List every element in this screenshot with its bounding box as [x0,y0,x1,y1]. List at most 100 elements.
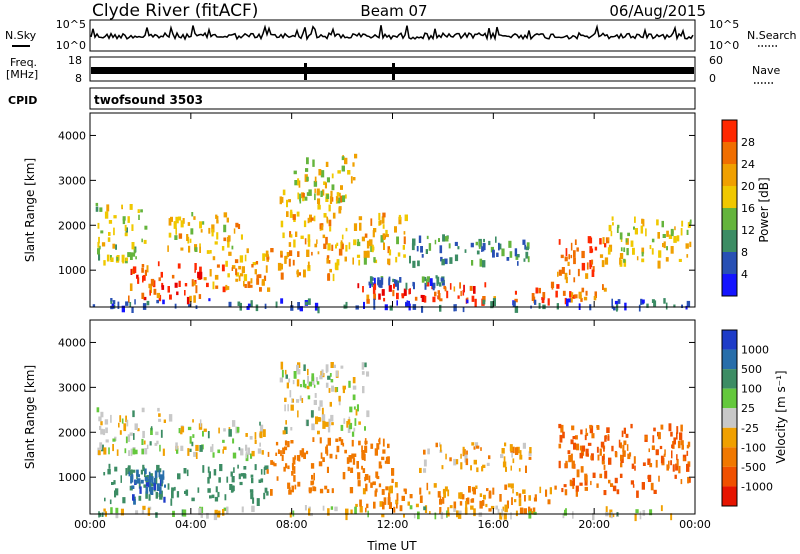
heatmap-cell-12 [188,304,191,308]
heatmap-cell-3 [259,421,261,426]
heatmap-cell-0 [101,444,104,452]
heatmap-cell-5 [325,365,328,374]
heatmap-cell-12 [673,304,676,308]
heatmap-cell-4 [382,449,386,454]
freq-label-line2: [MHz] [6,68,38,81]
heatmap-cell-12 [92,304,96,308]
heatmap-cell-8 [424,283,427,290]
heatmap-cell-8 [377,280,381,286]
heatmap-cell-8 [687,476,690,484]
heatmap-cell-10 [571,292,574,297]
x-tick-label: 12:00 [377,518,409,531]
heatmap-cell-2 [244,284,247,288]
heatmap-cell-7 [465,458,469,466]
heatmap-cell-3 [237,224,241,229]
heatmap-cell-8 [570,453,573,461]
heatmap-cell-5 [364,426,366,431]
heatmap-cell-12 [255,304,259,312]
heatmap-cell-6 [459,501,463,506]
heatmap-cell-12 [290,305,294,311]
power-heatmap-cells [92,153,692,314]
heatmap-cell-10 [591,259,594,265]
heatmap-cell-7 [555,290,558,298]
heatmap-cell-5 [348,380,351,388]
heatmap-cell-5 [313,399,317,405]
heatmap-cell-1 [143,484,147,488]
heatmap-cell-0 [125,415,127,423]
heatmap-cell-1 [148,494,151,501]
heatmap-cell-9 [120,508,124,516]
heatmap-cell-0 [110,257,114,262]
heatmap-cell-9 [439,245,443,254]
cpid-value: twofsound 3503 [94,93,203,107]
heatmap-cell-8 [674,474,677,479]
heatmap-cell-7 [480,447,482,451]
heatmap-cell-6 [379,501,383,507]
heatmap-cell-2 [265,265,268,273]
heatmap-cell-1 [142,464,145,470]
heatmap-cell-6 [518,493,522,498]
heatmap-cell-1 [177,263,181,269]
heatmap-cell-6 [547,499,551,505]
heatmap-cell-4 [368,475,371,483]
heatmap-cell-10 [560,254,564,259]
heatmap-cell-8 [388,276,391,282]
heatmap-cell-9 [517,261,519,266]
heatmap-cell-6 [549,487,552,495]
heatmap-cell-12 [237,301,241,306]
heatmap-cell-11 [636,256,639,261]
heatmap-cell-5 [306,385,310,390]
heatmap-cell-1 [149,285,152,294]
heatmap-cell-10 [577,268,580,277]
heatmap-cell-0 [163,419,166,423]
noise-panel-frame [89,19,696,52]
heatmap-cell-8 [581,445,586,452]
heatmap-cell-11 [673,238,677,243]
heatmap-cell-0 [137,209,140,213]
heatmap-cell-4 [326,466,329,473]
heatmap-cell-8 [680,424,683,432]
heatmap-cell-1 [193,281,196,286]
heatmap-cell-0 [150,427,153,435]
heatmap-cell-11 [625,238,628,243]
heatmap-cell-4 [287,482,291,489]
heatmap-cell-6 [370,218,373,226]
velocity-colorbar-tick: -1000 [741,480,773,493]
heatmap-cell-7 [440,444,442,452]
heatmap-cell-6 [385,229,388,236]
heatmap-cell-0 [124,224,127,232]
heatmap-cell-0 [106,254,110,262]
heatmap-cell-6 [439,499,443,505]
heatmap-cell-9 [440,256,443,262]
heatmap-cell-8 [681,444,684,450]
heatmap-cell-0 [129,432,133,436]
heatmap-cell-1 [195,285,198,294]
heatmap-cell-5 [349,406,353,413]
heatmap-cell-2 [162,470,165,478]
velocity-colorbar-segment [722,388,737,409]
heatmap-cell-3 [168,232,172,238]
y-tick-label: 3000 [58,381,86,394]
heatmap-cell-9 [200,513,203,518]
heatmap-cell-7 [556,284,560,289]
heatmap-cell-5 [280,361,284,370]
heatmap-cell-7 [535,287,539,294]
heatmap-cell-12 [117,301,120,309]
heatmap-cell-5 [366,371,370,377]
heatmap-cell-4 [282,189,286,196]
heatmap-cell-1 [153,288,157,295]
power-colorbar-segment [722,252,737,274]
heatmap-cell-0 [127,216,130,223]
heatmap-cell-4 [286,199,288,208]
heatmap-cell-1 [209,495,212,499]
heatmap-cell-8 [608,457,612,465]
heatmap-cell-0 [156,440,159,445]
heatmap-cell-10 [589,237,593,244]
heatmap-cell-5 [314,176,317,183]
heatmap-cell-1 [161,285,165,290]
heatmap-cell-5 [318,406,321,411]
heatmap-cell-8 [600,441,605,448]
heatmap-cell-4 [323,213,327,218]
